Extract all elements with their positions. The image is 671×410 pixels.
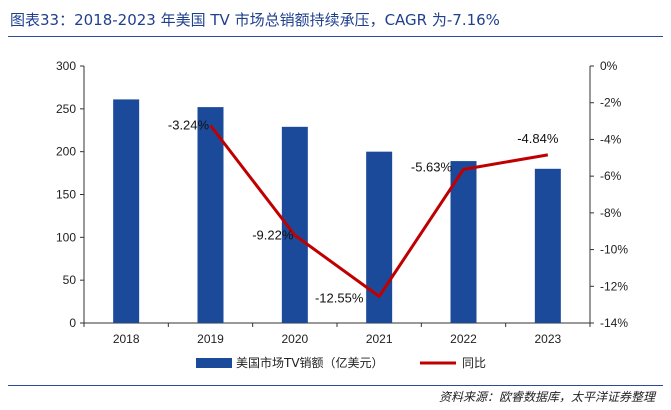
yoy-data-label: -3.24% [168, 117, 210, 132]
y-left-tick-label: 300 [56, 59, 76, 73]
title-divider [8, 36, 663, 37]
y-left-tick-label: 100 [56, 230, 76, 244]
legend-line-label: 同比 [462, 356, 486, 370]
bar-2018 [113, 99, 140, 323]
y-right-tick-label: -12% [600, 279, 628, 293]
y-left-tick-label: 200 [56, 145, 76, 159]
y-left-tick-label: 0 [69, 316, 76, 330]
source-note: 资料来源：欧睿数据库，太平洋证券整理 [438, 390, 655, 404]
y-right-tick-label: -2% [600, 96, 622, 110]
x-tick-label: 2018 [113, 332, 140, 346]
y-right-tick-label: -4% [600, 132, 622, 146]
yoy-data-label: -5.63% [411, 159, 453, 174]
yoy-data-label: -4.84% [517, 131, 559, 146]
y-left-tick-label: 250 [56, 102, 76, 116]
source-divider [8, 385, 663, 386]
bar-2022 [450, 161, 477, 323]
yoy-data-label: -9.22% [252, 227, 294, 242]
bar-2023 [534, 168, 561, 323]
x-tick-label: 2021 [366, 332, 393, 346]
y-left-tick-label: 50 [63, 273, 77, 287]
yoy-data-label: -12.55% [315, 290, 364, 305]
bar-2019 [197, 107, 224, 324]
x-tick-label: 2022 [450, 332, 477, 346]
y-right-tick-label: -6% [600, 169, 622, 183]
legend-bar-swatch [196, 358, 232, 368]
x-tick-label: 2023 [534, 332, 561, 346]
y-right-tick-label: 0% [600, 59, 618, 73]
combo-chart: 0 50 100 150 200 250 300 -14% -12% -10% -8% -6% -4% -… [56, 59, 628, 370]
x-tick-label: 2019 [197, 332, 224, 346]
chart-title: 图表33：2018-2023 年美国 TV 市场总销额持续承压，CAGR 为-7… [10, 11, 500, 29]
x-tick-label: 2020 [281, 332, 308, 346]
y-right-tick-label: -14% [600, 316, 628, 330]
y-right-tick-label: -10% [600, 243, 628, 257]
yoy-line [209, 124, 549, 298]
y-left-tick-label: 150 [56, 188, 76, 202]
y-right-tick-label: -8% [600, 206, 622, 220]
legend-bar-label: 美国市场TV销额（亿美元） [236, 355, 384, 370]
